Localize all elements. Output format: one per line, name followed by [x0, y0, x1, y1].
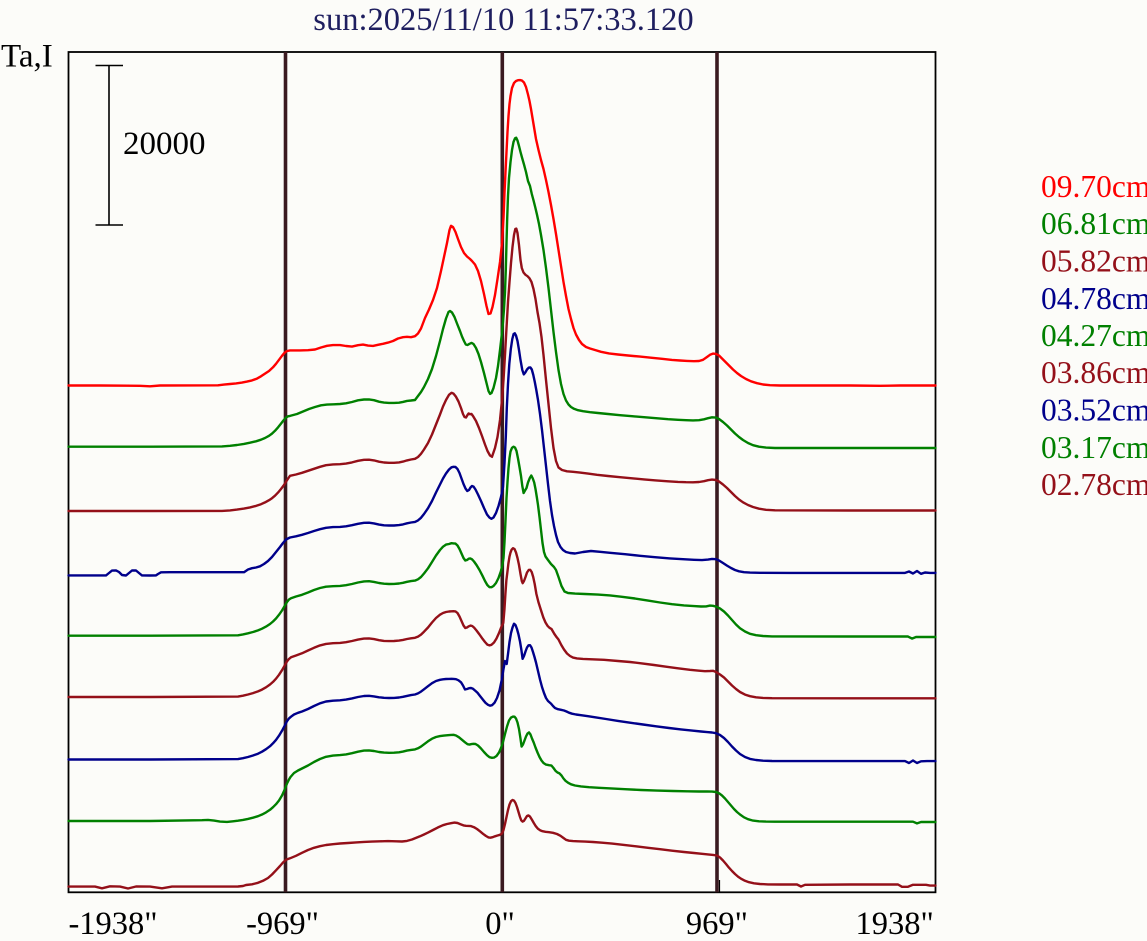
svg-text:03.17cm: 03.17cm	[1041, 430, 1147, 465]
svg-text:04.27cm: 04.27cm	[1041, 318, 1147, 353]
svg-text:05.82cm: 05.82cm	[1041, 244, 1147, 279]
svg-text:-969": -969"	[246, 906, 319, 941]
svg-text:04.78cm: 04.78cm	[1041, 281, 1147, 316]
svg-text:20000: 20000	[123, 126, 206, 162]
svg-text:969": 969"	[686, 906, 748, 941]
svg-text:06.81cm: 06.81cm	[1041, 206, 1147, 241]
svg-text:Ta,I: Ta,I	[1, 39, 53, 75]
svg-text:03.86cm: 03.86cm	[1041, 355, 1147, 390]
svg-text:09.70cm: 09.70cm	[1041, 169, 1147, 204]
svg-text:1938": 1938"	[855, 906, 933, 941]
svg-text:03.52cm: 03.52cm	[1041, 393, 1147, 428]
svg-text:sun:2025/11/10 11:57:33.120: sun:2025/11/10 11:57:33.120	[313, 2, 693, 38]
svg-text:0": 0"	[485, 906, 515, 941]
svg-text:-1938": -1938"	[68, 906, 157, 941]
svg-text:02.78cm: 02.78cm	[1041, 467, 1147, 502]
